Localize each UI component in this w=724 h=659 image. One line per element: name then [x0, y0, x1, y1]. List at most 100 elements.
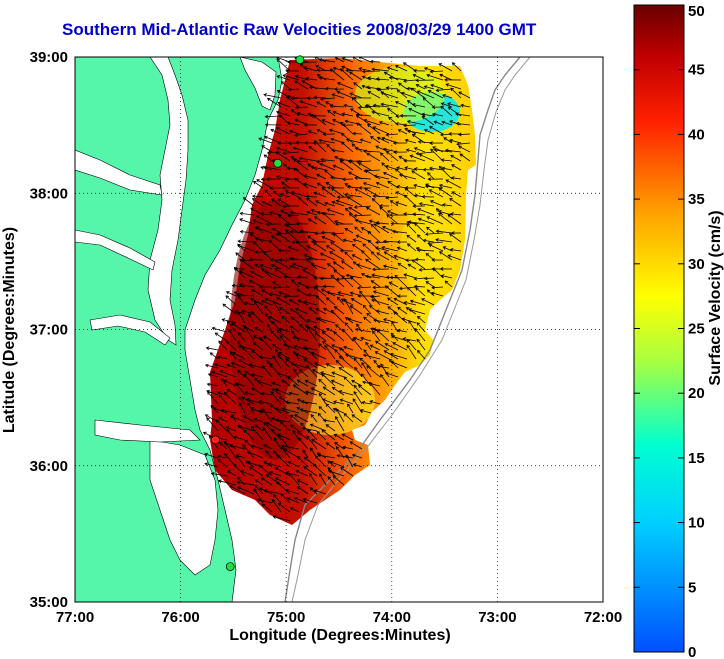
velocity-vector-head: [354, 366, 358, 371]
velocity-vector-head: [259, 263, 264, 268]
velocity-vector-head: [451, 191, 456, 195]
velocity-vector-head: [314, 455, 319, 459]
velocity-vector-head: [292, 384, 297, 388]
velocity-vector-head: [440, 158, 445, 163]
velocity-vector: [276, 454, 291, 468]
velocity-vector-head: [250, 407, 255, 411]
velocity-vector-head: [344, 317, 349, 321]
velocity-vector: [436, 88, 453, 91]
velocity-vector: [256, 215, 273, 225]
velocity-vector-head: [342, 445, 346, 450]
velocity-vector: [272, 281, 282, 288]
velocity-vector: [381, 246, 399, 252]
velocity-vector: [333, 401, 345, 405]
velocity-vector-head: [451, 231, 455, 235]
velocity-vector: [263, 154, 273, 162]
velocity-vector: [251, 387, 264, 396]
velocity-vector-head: [379, 206, 383, 210]
velocity-vector-head: [248, 279, 253, 284]
velocity-vector-head: [351, 97, 356, 101]
velocity-vector-head: [344, 227, 349, 232]
velocity-vector: [439, 184, 453, 189]
velocity-vector-head: [227, 470, 231, 474]
velocity-vector: [262, 427, 273, 441]
velocity-vector-head: [353, 357, 358, 362]
velocity-vector-head: [330, 309, 335, 314]
velocity-vector: [259, 356, 273, 360]
velocity-vector-head: [271, 227, 276, 232]
velocity-vector: [316, 101, 327, 108]
velocity-vector: [308, 130, 318, 135]
velocity-vector-head: [289, 230, 294, 234]
velocity-vector-head: [317, 317, 322, 321]
velocity-vector-head: [329, 104, 334, 108]
velocity-vector-head: [374, 340, 379, 345]
velocity-vector-head: [264, 122, 269, 127]
plot-frame: [74, 56, 604, 603]
velocity-vector-head: [210, 404, 215, 409]
velocity-vector: [330, 176, 345, 180]
velocity-vector: [249, 466, 264, 477]
velocity-vector-head: [318, 343, 322, 347]
velocity-vector-head: [319, 96, 324, 101]
velocity-vector: [346, 139, 363, 144]
velocity-vector-head: [383, 350, 388, 354]
velocity-vector: [238, 425, 255, 432]
velocity-vector: [450, 154, 462, 162]
velocity-vector-head: [318, 76, 323, 80]
velocity-vector-head: [326, 144, 330, 148]
velocity-vector-head: [429, 69, 434, 74]
velocity-vector: [280, 193, 291, 198]
velocity-vector-head: [405, 258, 409, 263]
velocity-vector: [294, 80, 309, 90]
velocity-vector-head: [310, 387, 315, 391]
velocity-vector-head: [285, 358, 289, 362]
velocity-vector-head: [297, 430, 301, 435]
velocity-vector-head: [412, 73, 417, 78]
velocity-vector: [387, 306, 399, 315]
velocity-vector: [353, 463, 363, 468]
velocity-vector: [343, 104, 354, 108]
velocity-vector: [372, 198, 381, 207]
velocity-vector: [278, 396, 291, 405]
velocity-vector-head: [388, 358, 393, 363]
velocity-vector-head: [385, 132, 390, 137]
velocity-vector: [275, 388, 291, 396]
velocity-vector: [438, 63, 453, 72]
velocity-vector-head: [326, 208, 331, 212]
velocity-vector-head: [316, 74, 321, 78]
velocity-vector: [235, 252, 246, 261]
velocity-vector-head: [316, 210, 321, 215]
velocity-vector: [375, 241, 390, 243]
velocity-vector-head: [307, 112, 311, 117]
velocity-vector-head: [253, 241, 257, 245]
velocity-vector-head: [296, 398, 301, 403]
velocity-vector-head: [276, 372, 281, 376]
velocity-vector: [278, 352, 291, 360]
velocity-vector-head: [390, 360, 394, 365]
velocity-vector-head: [369, 381, 373, 386]
velocity-vector: [341, 260, 354, 270]
velocity-vector-head: [254, 484, 259, 489]
velocity-vector: [321, 236, 336, 243]
velocity-vector: [264, 136, 282, 144]
velocity-vector: [430, 200, 444, 207]
velocity-vector: [342, 446, 354, 450]
plot-title: Southern Mid-Atlantic Raw Velocities 200…: [62, 20, 537, 39]
velocity-vector-head: [290, 362, 295, 366]
velocity-vector-head: [330, 148, 335, 153]
velocity-vector: [359, 290, 372, 306]
velocity-vector: [302, 449, 309, 459]
velocity-vector-head: [316, 173, 320, 178]
velocity-vector-head: [396, 184, 400, 189]
velocity-vector-head: [366, 123, 371, 128]
velocity-vector-head: [260, 391, 265, 396]
velocity-vector-head: [363, 149, 367, 154]
velocity-vector: [238, 345, 255, 351]
velocity-vector-head: [427, 172, 431, 176]
velocity-vector: [253, 241, 264, 252]
velocity-vector-head: [287, 461, 292, 465]
velocity-vector: [321, 373, 336, 387]
velocity-vector-head: [272, 450, 277, 454]
x-tick-label: 73:00: [478, 609, 516, 626]
